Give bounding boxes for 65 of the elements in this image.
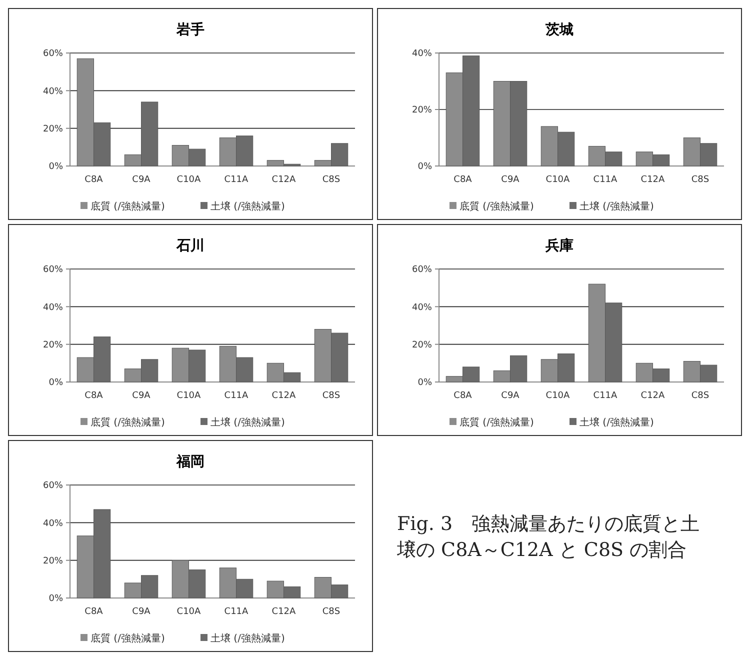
legend-label: 底質 (/強熱減量) (90, 200, 165, 212)
x-tick-label: C8A (84, 607, 104, 617)
x-tick-label: C10A (176, 607, 202, 617)
y-tick-label: 0% (418, 378, 432, 388)
x-tick-label: C10A (176, 391, 202, 401)
legend-label: 底質 (/強熱減量) (460, 416, 534, 428)
chart-title: 福岡 (176, 453, 204, 470)
x-tick-label: C9A (132, 175, 152, 185)
chart-title: 石川 (176, 238, 204, 254)
x-tick-label: C12A (272, 607, 297, 617)
y-tick-label: 40% (42, 302, 64, 313)
legend-label: 土壌 (/強熱減量) (210, 200, 285, 212)
chart-title: 岩手 (176, 21, 204, 38)
x-tick-label: C10A (546, 391, 571, 401)
y-tick-label: 0% (48, 594, 64, 604)
y-tick-label: 0% (418, 162, 432, 172)
y-tick-label: 60% (412, 265, 432, 276)
y-tick-label: 60% (42, 481, 64, 492)
chart-title: 兵庫 (544, 237, 574, 254)
x-tick-label: C8S (691, 175, 710, 185)
x-tick-label: C11A (224, 391, 250, 401)
x-tick-label: C11A (593, 391, 618, 401)
y-tick-label: 0% (48, 162, 64, 172)
legend-label: 土壌 (/強熱減量) (580, 416, 654, 428)
x-tick-label: C8S (322, 607, 340, 617)
y-tick-label: 40% (412, 302, 432, 313)
y-tick-label: 60% (42, 49, 64, 60)
y-tick-label: 40% (42, 518, 64, 529)
x-tick-label: C11A (224, 607, 250, 617)
legend-label: 底質 (/強熱減量) (90, 632, 165, 644)
x-tick-label: C8S (322, 391, 340, 401)
x-tick-label: C8A (454, 391, 473, 401)
legend-label: 底質 (/強熱減量) (460, 200, 534, 212)
x-tick-label: C12A (272, 175, 297, 185)
y-tick-label: 20% (412, 340, 432, 350)
x-tick-label: C8S (691, 391, 710, 401)
x-tick-label: C11A (593, 175, 618, 185)
y-tick-label: 20% (42, 556, 64, 566)
chart-title: 茨城 (544, 22, 574, 38)
x-tick-label: C9A (501, 391, 520, 401)
y-tick-label: 0% (48, 378, 64, 388)
y-tick-label: 20% (42, 124, 64, 134)
x-tick-label: C12A (272, 391, 297, 401)
x-tick-label: C9A (132, 391, 152, 401)
y-tick-label: 20% (42, 340, 64, 350)
caption: Fig. 3 強熱減量あたりの底質と土壌の C8A～C12A と C8S の割合 (396, 513, 700, 561)
x-tick-label: C8A (454, 175, 473, 185)
x-tick-label: C11A (224, 175, 250, 185)
x-tick-label: C12A (640, 391, 666, 401)
x-tick-label: C12A (640, 175, 666, 185)
x-tick-label: C10A (546, 175, 571, 185)
y-tick-label: 20% (412, 106, 432, 116)
x-tick-label: C9A (501, 175, 520, 185)
legend-label: 土壌 (/強熱減量) (210, 632, 285, 644)
legend-label: 土壌 (/強熱減量) (210, 416, 285, 428)
x-tick-label: C8A (84, 175, 104, 185)
legend-label: 土壌 (/強熱減量) (580, 200, 654, 212)
y-tick-label: 40% (42, 86, 64, 97)
y-tick-label: 40% (412, 49, 432, 60)
x-tick-label: C10A (176, 175, 202, 185)
x-tick-label: C8S (322, 175, 340, 185)
y-tick-label: 60% (42, 265, 64, 276)
x-tick-label: C9A (132, 607, 152, 617)
x-tick-label: C8A (84, 391, 104, 401)
legend-label: 底質 (/強熱減量) (90, 416, 165, 428)
